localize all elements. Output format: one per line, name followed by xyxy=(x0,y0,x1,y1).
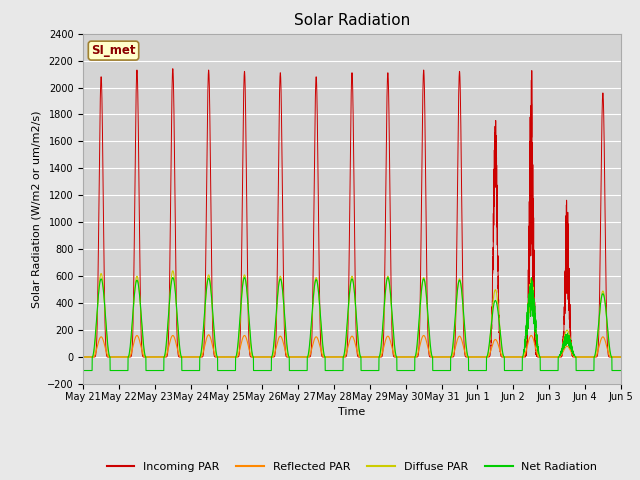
Diffuse PAR xyxy=(472,354,480,360)
Reflected PAR xyxy=(488,346,495,351)
Net Radiation xyxy=(588,368,595,373)
Line: Incoming PAR: Incoming PAR xyxy=(83,69,621,357)
Line: Reflected PAR: Reflected PAR xyxy=(83,335,621,357)
Net Radiation xyxy=(169,275,177,280)
Net Radiation xyxy=(488,321,495,327)
Net Radiation xyxy=(472,368,480,373)
Reflected PAR xyxy=(617,354,625,360)
Reflected PAR xyxy=(79,354,87,360)
Title: Solar Radiation: Solar Radiation xyxy=(294,13,410,28)
Diffuse PAR xyxy=(617,354,625,360)
X-axis label: Time: Time xyxy=(339,407,365,417)
Incoming PAR xyxy=(488,331,495,337)
Reflected PAR xyxy=(334,354,342,360)
Diffuse PAR xyxy=(488,319,495,324)
Reflected PAR xyxy=(472,354,480,360)
Incoming PAR xyxy=(334,354,342,360)
Incoming PAR xyxy=(262,354,270,360)
Incoming PAR xyxy=(79,354,87,360)
Text: SI_met: SI_met xyxy=(92,44,136,57)
Incoming PAR xyxy=(472,354,480,360)
Incoming PAR xyxy=(595,343,602,349)
Line: Diffuse PAR: Diffuse PAR xyxy=(83,271,621,357)
Reflected PAR xyxy=(205,332,212,338)
Diffuse PAR xyxy=(334,354,342,360)
Diffuse PAR xyxy=(595,327,602,333)
Net Radiation xyxy=(334,368,342,373)
Incoming PAR xyxy=(169,66,177,72)
Reflected PAR xyxy=(588,354,595,360)
Net Radiation xyxy=(595,324,602,330)
Diffuse PAR xyxy=(79,354,87,360)
Reflected PAR xyxy=(262,354,270,360)
Reflected PAR xyxy=(595,347,602,353)
Incoming PAR xyxy=(617,354,625,360)
Incoming PAR xyxy=(588,354,595,360)
Net Radiation xyxy=(262,368,270,373)
Y-axis label: Solar Radiation (W/m2 or um/m2/s): Solar Radiation (W/m2 or um/m2/s) xyxy=(31,110,42,308)
Line: Net Radiation: Net Radiation xyxy=(83,277,621,371)
Legend: Incoming PAR, Reflected PAR, Diffuse PAR, Net Radiation: Incoming PAR, Reflected PAR, Diffuse PAR… xyxy=(102,457,602,477)
Diffuse PAR xyxy=(169,268,177,274)
Net Radiation xyxy=(79,368,87,373)
Diffuse PAR xyxy=(588,354,595,360)
Net Radiation xyxy=(617,368,625,373)
Diffuse PAR xyxy=(262,354,270,360)
